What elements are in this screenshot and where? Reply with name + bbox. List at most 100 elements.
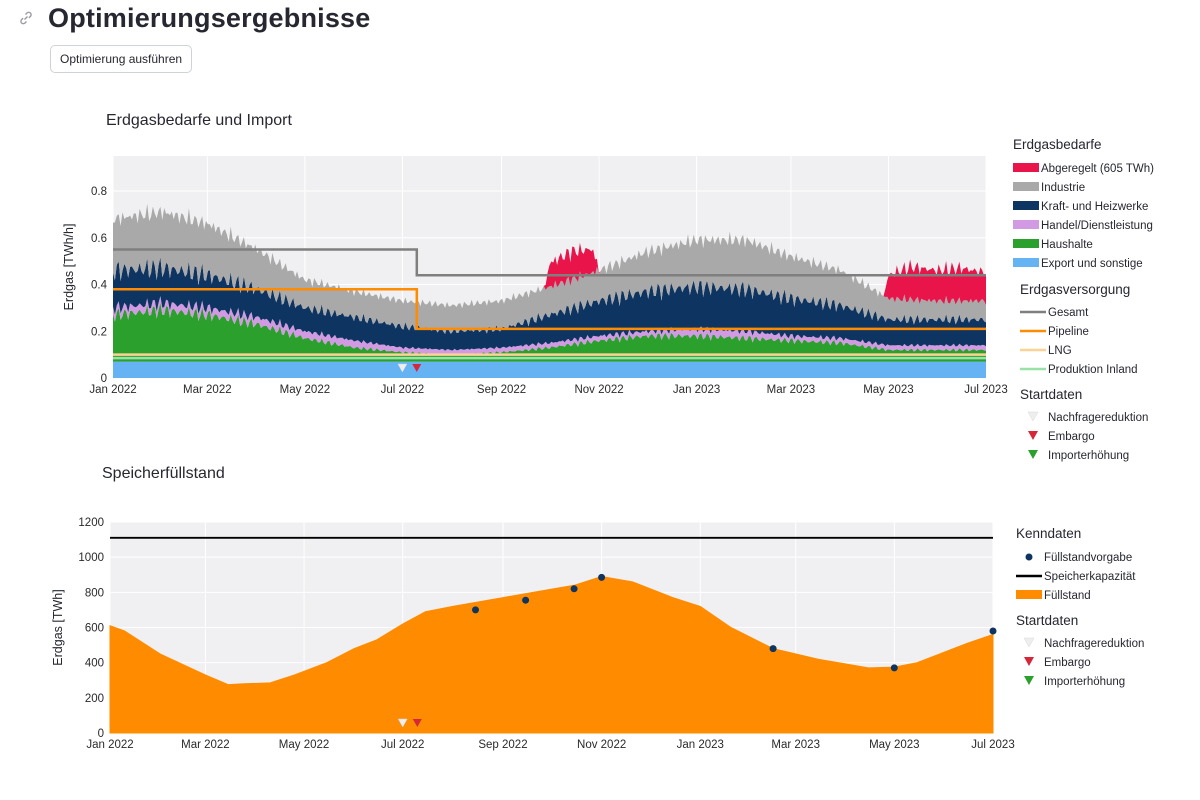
chart2-x-tick-label: May 2023 bbox=[869, 739, 920, 751]
chart2-y-tick-label: 200 bbox=[85, 693, 104, 705]
demand-import-chart: Jan 2022 Mar 2022 May 2022 Jul 2022 Sep 2022… bbox=[62, 112, 1154, 462]
chart1-x-tick-label: Nov 2022 bbox=[574, 384, 623, 396]
legend-demand-title: Erdgasbedarfe bbox=[1013, 137, 1102, 152]
legend-start-title: Startdaten bbox=[1016, 613, 1078, 628]
legend-demand-swatch bbox=[1013, 182, 1039, 191]
legend-supply-label: Gesamt bbox=[1048, 307, 1089, 319]
chart1-x-tick-label: Jan 2022 bbox=[89, 384, 136, 396]
chart2-y-tick-label: 400 bbox=[85, 658, 104, 670]
legend-start-marker bbox=[1024, 657, 1034, 666]
storage-level-chart: Jan 2022 Mar 2022 May 2022 Jul 2022 Sep 2022… bbox=[51, 465, 1144, 751]
chart2-y-tick-label: 600 bbox=[85, 623, 104, 635]
demand-area-3 bbox=[113, 257, 986, 351]
legend-demand-swatch bbox=[1013, 201, 1039, 210]
chart1-x-tick-label: Sep 2022 bbox=[477, 384, 526, 396]
legend-demand-swatch bbox=[1013, 258, 1039, 267]
supply-line-1 bbox=[113, 287, 986, 331]
legend-demand-label: Haushalte bbox=[1041, 239, 1093, 251]
chart1-x-tick-label: Mar 2022 bbox=[183, 384, 232, 396]
legend-supply-label: Produktion Inland bbox=[1048, 364, 1138, 376]
chart1-start-marker bbox=[397, 363, 408, 373]
demand-area-1 bbox=[113, 302, 986, 362]
storage-target-point bbox=[769, 645, 777, 653]
legend-start-title: Startdaten bbox=[1020, 387, 1082, 402]
chart2-y-axis-label: Erdgas [TWh] bbox=[51, 589, 65, 665]
legend-start-marker bbox=[1028, 450, 1038, 459]
legend-demand-swatch bbox=[1013, 163, 1039, 172]
storage-target-point bbox=[472, 606, 479, 614]
legend-start-marker bbox=[1024, 676, 1034, 685]
chart2-x-tick-label: Mar 2022 bbox=[181, 739, 230, 751]
chart2-x-tick-label: Jan 2022 bbox=[86, 739, 133, 751]
legend-start-label: Nachfragereduktion bbox=[1048, 412, 1148, 424]
legend-start-label: Embargo bbox=[1044, 657, 1091, 669]
demand-area-5 bbox=[113, 203, 986, 309]
chart2-start-marker bbox=[397, 718, 408, 728]
legend-demand-label: Kraft- und Heizwerke bbox=[1041, 201, 1148, 213]
legend-demand-swatch bbox=[1013, 220, 1039, 229]
chart2-x-tick-label: Jul 2022 bbox=[381, 739, 424, 751]
legend-demand-label: Abgeregelt (605 TWh) bbox=[1041, 163, 1154, 175]
legend-supply-title: Erdgasversorgung bbox=[1020, 282, 1130, 297]
chart1-y-tick-label: 0.4 bbox=[91, 280, 108, 292]
chart2-y-tick-label: 1000 bbox=[78, 552, 104, 564]
chart2-y-tick-label: 800 bbox=[85, 587, 104, 599]
chart1-y-tick-label: 0.6 bbox=[91, 233, 107, 245]
legend-start-marker bbox=[1028, 431, 1038, 440]
chart1-x-tick-label: Mar 2023 bbox=[767, 384, 816, 396]
link-icon[interactable] bbox=[18, 10, 34, 26]
storage-target-point bbox=[989, 627, 997, 635]
chart1-y-tick-label: 0 bbox=[101, 373, 107, 385]
chart2-start-marker bbox=[412, 719, 422, 727]
chart1-x-tick-label: May 2023 bbox=[863, 384, 914, 396]
legend-start-marker bbox=[1027, 411, 1039, 422]
chart2-title: Speicherfüllstand bbox=[102, 465, 225, 482]
chart2-y-tick-label: 0 bbox=[98, 728, 104, 740]
legend-demand-label: Industrie bbox=[1041, 182, 1085, 194]
demand-area-0 bbox=[113, 361, 986, 378]
storage-target-point bbox=[598, 573, 606, 581]
storage-target-point bbox=[570, 585, 578, 593]
legend-supply-label: Pipeline bbox=[1048, 326, 1089, 338]
chart2-y-tick-label: 1200 bbox=[78, 517, 104, 529]
legend-target-label: Füllstandvorgabe bbox=[1044, 552, 1132, 564]
legend-target-marker bbox=[1025, 553, 1033, 561]
chart1-y-tick-label: 0.2 bbox=[91, 326, 107, 338]
legend-start-marker bbox=[1023, 637, 1035, 648]
chart1-start-marker bbox=[412, 364, 422, 372]
legend-capacity-label: Speicherkapazität bbox=[1044, 571, 1136, 583]
legend-start-label: Importerhöhung bbox=[1044, 676, 1125, 688]
chart1-y-axis-label: Erdgas [TWh/h] bbox=[62, 224, 76, 311]
chart1-x-tick-label: Jul 2022 bbox=[381, 384, 424, 396]
run-optimization-button[interactable]: Optimierung ausführen bbox=[50, 45, 193, 73]
demand-area-4 bbox=[113, 203, 986, 334]
storage-fill-area bbox=[109, 575, 994, 734]
chart1-x-tick-label: May 2022 bbox=[280, 384, 331, 396]
chart2-x-tick-label: Nov 2022 bbox=[577, 739, 626, 751]
legend-demand-swatch bbox=[1013, 239, 1039, 248]
page-title: Optimierungsergebnisse bbox=[48, 2, 371, 33]
legend-fill-marker bbox=[1016, 590, 1042, 599]
chart2-x-tick-label: May 2022 bbox=[279, 739, 330, 751]
legend-kenndaten-title: Kenndaten bbox=[1016, 526, 1081, 541]
legend-start-label: Importerhöhung bbox=[1048, 450, 1129, 462]
legend-demand-label: Export und sonstige bbox=[1041, 258, 1143, 270]
chart1-y-tick-label: 0.8 bbox=[91, 186, 107, 198]
demand-area-2 bbox=[113, 296, 986, 356]
chart2-x-tick-label: Mar 2023 bbox=[771, 739, 820, 751]
chart2-x-tick-label: Jan 2023 bbox=[677, 739, 724, 751]
legend-fill-label: Füllstand bbox=[1044, 590, 1091, 602]
chart1-title: Erdgasbedarfe und Import bbox=[106, 112, 292, 129]
legend-demand-label: Handel/Dienstleistung bbox=[1041, 220, 1153, 232]
legend-supply-label: LNG bbox=[1048, 345, 1072, 357]
legend-start-label: Nachfragereduktion bbox=[1044, 638, 1144, 650]
storage-target-point bbox=[522, 596, 530, 604]
storage-target-point bbox=[890, 664, 898, 672]
page-header: Optimierungsergebnisse bbox=[18, 0, 370, 36]
chart2-x-tick-label: Jul 2023 bbox=[971, 739, 1014, 751]
supply-line-0 bbox=[113, 248, 986, 277]
chart1-x-tick-label: Jan 2023 bbox=[673, 384, 720, 396]
chart1-x-tick-label: Jul 2023 bbox=[964, 384, 1007, 396]
legend-start-label: Embargo bbox=[1048, 431, 1095, 443]
chart2-x-tick-label: Sep 2022 bbox=[478, 739, 527, 751]
